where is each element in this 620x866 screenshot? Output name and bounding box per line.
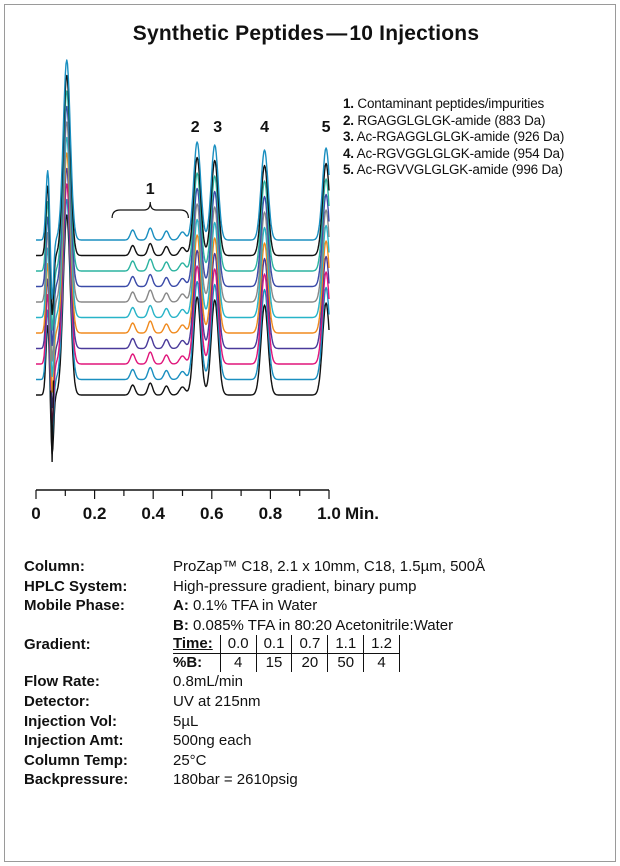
legend-item: 2. RGAGGLGLGK-amide (883 Da)	[343, 113, 564, 130]
mobile-b-key: B:	[173, 616, 189, 634]
peak-label: 2	[191, 119, 200, 136]
param-value: 5µL	[173, 712, 199, 730]
param-row-injection-vol: Injection Vol: 5µL	[24, 712, 485, 732]
legend-text: RGAGGLGLGK-amide (883 Da)	[357, 112, 546, 128]
param-value: 180bar = 2610psig	[173, 771, 298, 789]
legend-text: Ac-RGVVGLGLGK-amide (996 Da)	[356, 162, 563, 178]
param-value: 25°C	[173, 751, 207, 769]
gradient-time-cell: 1.2	[363, 635, 401, 655]
param-label: Column Temp:	[24, 751, 128, 769]
gradient-b-label: %B:	[173, 653, 221, 673]
chart-title: Synthetic Peptides — 10 Injections	[132, 22, 480, 45]
gradient-time-cell: 0.1	[256, 635, 293, 655]
void-spike	[49, 380, 55, 463]
gradient-b-cell: 4	[220, 653, 257, 673]
gradient-table: Time: 0.0 0.1 0.7 1.1 1.2 %B: 4 15 20 50…	[173, 635, 401, 673]
method-parameters: Column: ProZap™ C18, 2.1 x 10mm, C18, 1.…	[24, 557, 485, 790]
figure-frame	[4, 4, 616, 862]
trace-line	[36, 214, 330, 455]
trace-line	[36, 74, 330, 316]
trace-line	[36, 167, 330, 409]
gradient-b-cell: 50	[327, 653, 365, 673]
param-value: A: 0.1% TFA in Water	[173, 596, 317, 616]
legend-item: 3. Ac-RGAGGLGLGK-amide (926 Da)	[343, 129, 564, 146]
trace-line	[36, 152, 330, 393]
gradient-time-row: Time: 0.0 0.1 0.7 1.1 1.2	[173, 635, 401, 655]
legend-text: Ac-RGVGGLGLGK-amide (954 Da)	[356, 145, 565, 161]
param-row-mobile-a: Mobile Phase: A: 0.1% TFA in Water	[24, 596, 485, 616]
param-value: High-pressure gradient, binary pump	[173, 577, 417, 595]
param-value: 500ng each	[173, 732, 252, 750]
chromatogram-chart: 2 3 4 5 1 0 0.2 0.4 0.6 0.8 1.0 Min.	[31, 59, 379, 523]
legend-item: 4. Ac-RGVGGLGLGK-amide (954 Da)	[343, 146, 564, 163]
param-row-backpressure: Backpressure: 180bar = 2610psig	[24, 770, 485, 790]
legend-text: Ac-RGAGGLGLGK-amide (926 Da)	[356, 129, 565, 145]
param-row-injection-amt: Injection Amt: 500ng each	[24, 731, 485, 751]
gradient-time-cell: 1.1	[327, 635, 365, 655]
legend-item: 5. Ac-RGVVGLGLGK-amide (996 Da)	[343, 162, 564, 179]
param-row-mobile-b: B: 0.085% TFA in 80:20 Acetonitrile:Wate…	[24, 616, 485, 636]
legend-item: 1. Contaminant peptides/impurities	[343, 96, 564, 113]
gradient-b-cell: 4	[363, 653, 401, 673]
gradient-b-cell: 20	[291, 653, 329, 673]
x-tick-label: 0.8	[259, 504, 283, 523]
trace-line	[36, 59, 330, 300]
param-value: 0.8mL/min	[173, 673, 244, 691]
legend-number: 3.	[343, 129, 354, 145]
param-label: Injection Vol:	[24, 712, 118, 730]
peak-label: 5	[322, 119, 331, 136]
impurity-brace	[111, 201, 189, 219]
trace-line	[36, 183, 330, 424]
param-row-hplc: HPLC System: High-pressure gradient, bin…	[24, 577, 485, 597]
param-row-gradient: Gradient: Time: 0.0 0.1 0.7 1.1 1.2 %B: …	[24, 635, 485, 673]
gradient-table-wrap: Time: 0.0 0.1 0.7 1.1 1.2 %B: 4 15 20 50…	[173, 635, 401, 673]
gradient-time-cell: 0.7	[291, 635, 329, 655]
trace-line	[36, 198, 330, 440]
legend-number: 1.	[343, 96, 354, 111]
gradient-time-cell: 0.0	[220, 635, 257, 655]
trace-line	[36, 105, 330, 347]
param-label: Mobile Phase:	[24, 597, 125, 615]
mobile-a-key: A:	[173, 597, 189, 615]
x-tick-label: 0.2	[83, 504, 107, 523]
param-row-column: Column: ProZap™ C18, 2.1 x 10mm, C18, 1.…	[24, 557, 485, 577]
peak-legend: 1. Contaminant peptides/impurities 2. RG…	[343, 96, 564, 179]
trace-line	[36, 90, 330, 331]
param-row-flow: Flow Rate: 0.8mL/min	[24, 672, 485, 692]
param-label: Detector:	[24, 692, 90, 710]
legend-number: 4.	[343, 145, 354, 161]
param-label: Backpressure:	[24, 771, 129, 789]
gradient-b-row: %B: 4 15 20 50 4	[173, 653, 401, 673]
param-row-detector: Detector: UV at 215nm	[24, 692, 485, 712]
param-label: Injection Amt:	[24, 732, 124, 750]
mobile-b-value: 0.085% TFA in 80:20 Acetonitrile:Water	[188, 616, 454, 634]
x-tick-label: 1.0	[317, 504, 341, 523]
param-value: UV at 215nm	[173, 692, 261, 710]
param-label: HPLC System:	[24, 577, 128, 595]
trace-line	[36, 121, 330, 362]
peak-label: 3	[213, 119, 222, 136]
trace-line	[36, 136, 330, 378]
x-tick-label: 0.4	[141, 504, 165, 523]
x-tick-label: 0	[31, 504, 40, 523]
param-label: Column:	[24, 558, 85, 575]
legend-number: 5.	[343, 162, 354, 178]
param-label: Gradient:	[24, 636, 91, 654]
mobile-a-value: 0.1% TFA in Water	[188, 597, 318, 615]
x-tick-label: 0.6	[200, 504, 224, 523]
gradient-time-label: Time:	[173, 635, 213, 653]
peak-label: 4	[260, 119, 269, 136]
param-label: Flow Rate:	[24, 673, 100, 691]
impurity-label: 1	[146, 181, 155, 198]
param-value: ProZap™ C18, 2.1 x 10mm, C18, 1.5µm, 500…	[173, 558, 486, 575]
x-axis-label: Min.	[345, 504, 379, 523]
param-value: B: 0.085% TFA in 80:20 Acetonitrile:Wate…	[173, 616, 453, 636]
gradient-b-cell: 15	[256, 653, 293, 673]
param-row-column-temp: Column Temp: 25°C	[24, 751, 485, 771]
legend-number: 2.	[343, 112, 354, 128]
legend-text: Contaminant peptides/impurities	[357, 96, 545, 111]
